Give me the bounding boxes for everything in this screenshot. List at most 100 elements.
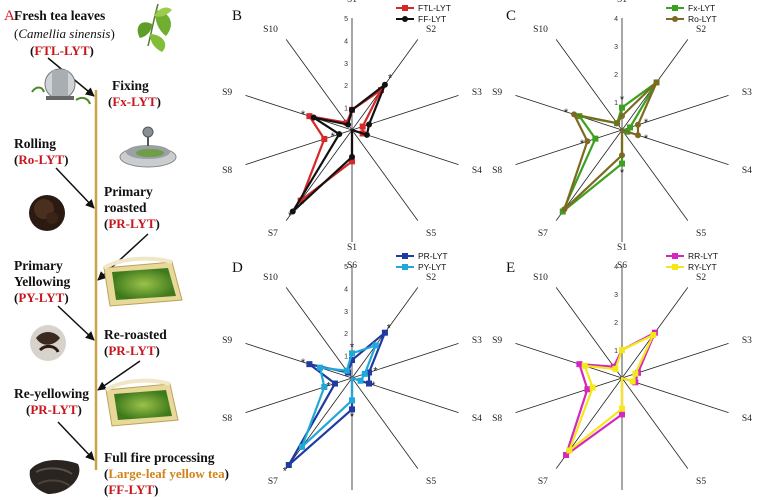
panel-letter-b: B: [232, 8, 242, 24]
radar-point-py-lyt: [317, 364, 324, 371]
legend-label-pr-lyt: PR-LYT: [418, 251, 448, 261]
radar-point-ftl-lyt: [306, 113, 313, 120]
radar-tick-label: 1: [614, 100, 618, 107]
radar-tick-label: 1: [614, 348, 618, 355]
radar-point-py-lyt: [349, 397, 355, 404]
radar-point-ry-lyt: [619, 405, 625, 412]
radar-point-py-lyt: [298, 443, 305, 450]
radar-axis-s9: [245, 95, 353, 131]
legend-label-ry-lyt: RY-LYT: [688, 262, 717, 272]
arrow-yellowing-to-reroasted: [57, 305, 95, 341]
radar-point-ftl-lyt: [321, 135, 328, 142]
step-yellowing-code-open: (: [14, 290, 18, 305]
step-fresh-latin: (Camellia sinensis): [14, 26, 115, 41]
radar-axis-label-s9: S9: [222, 336, 232, 346]
radar-point-ro-lyt: [653, 79, 660, 86]
final-tea-image: [29, 460, 80, 494]
radar-significance-mark: *: [387, 322, 392, 334]
step-fullfire-subtitle: (Large-leaf yellow tea): [104, 466, 229, 481]
radar-significance-mark: *: [373, 365, 378, 377]
radar-point-ff-lyt: [345, 121, 352, 128]
radar-significance-mark: *: [620, 167, 625, 179]
legend-label-py-lyt: PY-LYT: [418, 262, 446, 272]
radar-point-py-lyt: [372, 342, 379, 349]
radar-point-ro-lyt: [584, 138, 591, 145]
legend-swatch-marker: [672, 16, 678, 22]
fresh-leaf-image: [137, 3, 172, 52]
legend-swatch-marker: [402, 5, 408, 11]
radar-axis-label-s9: S9: [492, 336, 502, 346]
radar-axis-label-s1: S1: [347, 0, 357, 5]
radar-tick-label: 3: [614, 44, 618, 51]
radar-axis-label-s1: S1: [347, 243, 357, 253]
radar-axis-label-s3: S3: [742, 336, 752, 346]
radar-axis-s9: [515, 95, 623, 131]
radar-tick-label: 2: [344, 331, 348, 338]
radar-point-ro-lyt: [571, 111, 578, 118]
panel-letter-e: E: [506, 260, 515, 276]
step-rolling-code-value: Ro-LYT: [18, 152, 64, 167]
step-yellowing-code-value: PY-LYT: [18, 290, 64, 305]
panel-letter-a: A: [4, 8, 15, 24]
step-reyellowing-title: Re-yellowing: [14, 386, 89, 401]
radar-point-fx-lyt: [626, 124, 633, 131]
step-reroasted-code-close: ): [156, 343, 160, 358]
step-fresh-code-open: (: [30, 43, 34, 58]
radar-tick-label: 3: [614, 292, 618, 299]
step-fullfire-code-open: (: [104, 482, 108, 497]
radar-axis-label-s5: S5: [696, 229, 706, 239]
legend-label-ftl-lyt: FTL-LYT: [418, 3, 451, 13]
step-fresh-code-close: ): [90, 43, 94, 58]
radar-axis-label-s3: S3: [472, 336, 482, 346]
radar-axis-s5: [621, 377, 689, 469]
legend-label-ff-lyt: FF-LYT: [418, 14, 446, 24]
radar-point-ff-lyt: [336, 131, 343, 138]
radar-axis-label-s7: S7: [268, 477, 278, 487]
radar-axis-label-s5: S5: [696, 477, 706, 487]
legend-label-fx-lyt: Fx-LYT: [688, 3, 715, 13]
step-reyellowing-code-close: ): [78, 402, 82, 417]
step-fullfire-title: Full fire processing: [104, 450, 215, 465]
step-yellowing-code-close: ): [64, 290, 68, 305]
yellowing-basket-image: [102, 256, 183, 307]
radar-point-ro-lyt: [619, 152, 625, 159]
radar-point-ff-lyt: [363, 131, 370, 138]
step-fullfire-sub-open: (: [104, 466, 108, 481]
step-rolling-code-open: (: [14, 152, 18, 167]
radar-point-pr-lyt: [349, 357, 355, 364]
step-roasted-line2: roasted: [104, 200, 147, 215]
radar-tick-label: 4: [344, 286, 348, 293]
radar-axis-s5: [351, 377, 419, 469]
radar-significance-mark: *: [301, 357, 306, 369]
radar-point-pr-lyt: [366, 380, 373, 387]
radar-chart-b: BS1S2S3S4S5S6S7S8S9S1012345****FTL-LYTFF…: [222, 0, 482, 271]
reyellowing-basket-image: [104, 378, 179, 427]
radar-axis-label-s8: S8: [222, 166, 232, 176]
radar-point-ry-lyt: [619, 347, 625, 353]
radar-axis-s9: [515, 343, 623, 379]
radar-point-py-lyt: [361, 370, 368, 377]
radar-tick-label: 3: [344, 61, 348, 68]
step-yellowing-line1: Primary: [14, 258, 63, 273]
arrow-reroasted-to-reyellowing: [97, 360, 141, 391]
radar-axis-label-s4: S4: [742, 414, 752, 424]
radar-tick-label: 4: [344, 38, 348, 45]
step-reyellowing-code: (PR-LYT): [26, 402, 82, 417]
step-reroasted-title: Re-roasted: [104, 327, 167, 342]
fixing-machine-image: [31, 68, 91, 105]
radar-point-rr-lyt: [563, 452, 570, 459]
radar-significance-mark: *: [288, 210, 293, 222]
radar-significance-mark: *: [564, 107, 569, 119]
step-full-fire: Full fire processing (Large-leaf yellow …: [29, 450, 229, 497]
step-fresh-latin-name: Camellia sinensis: [18, 26, 110, 41]
radar-point-ff-lyt: [349, 153, 355, 160]
radar-point-pr-lyt: [331, 380, 338, 387]
radar-point-ff-lyt: [289, 208, 296, 215]
step-reroasted-code-value: PR-LYT: [108, 343, 156, 358]
legend-swatch-marker: [672, 5, 678, 11]
radar-point-ftl-lyt: [297, 197, 304, 204]
radar-point-ry-lyt: [589, 384, 596, 391]
radar-axis-label-s7: S7: [268, 229, 278, 239]
radar-significance-mark: *: [620, 94, 625, 106]
